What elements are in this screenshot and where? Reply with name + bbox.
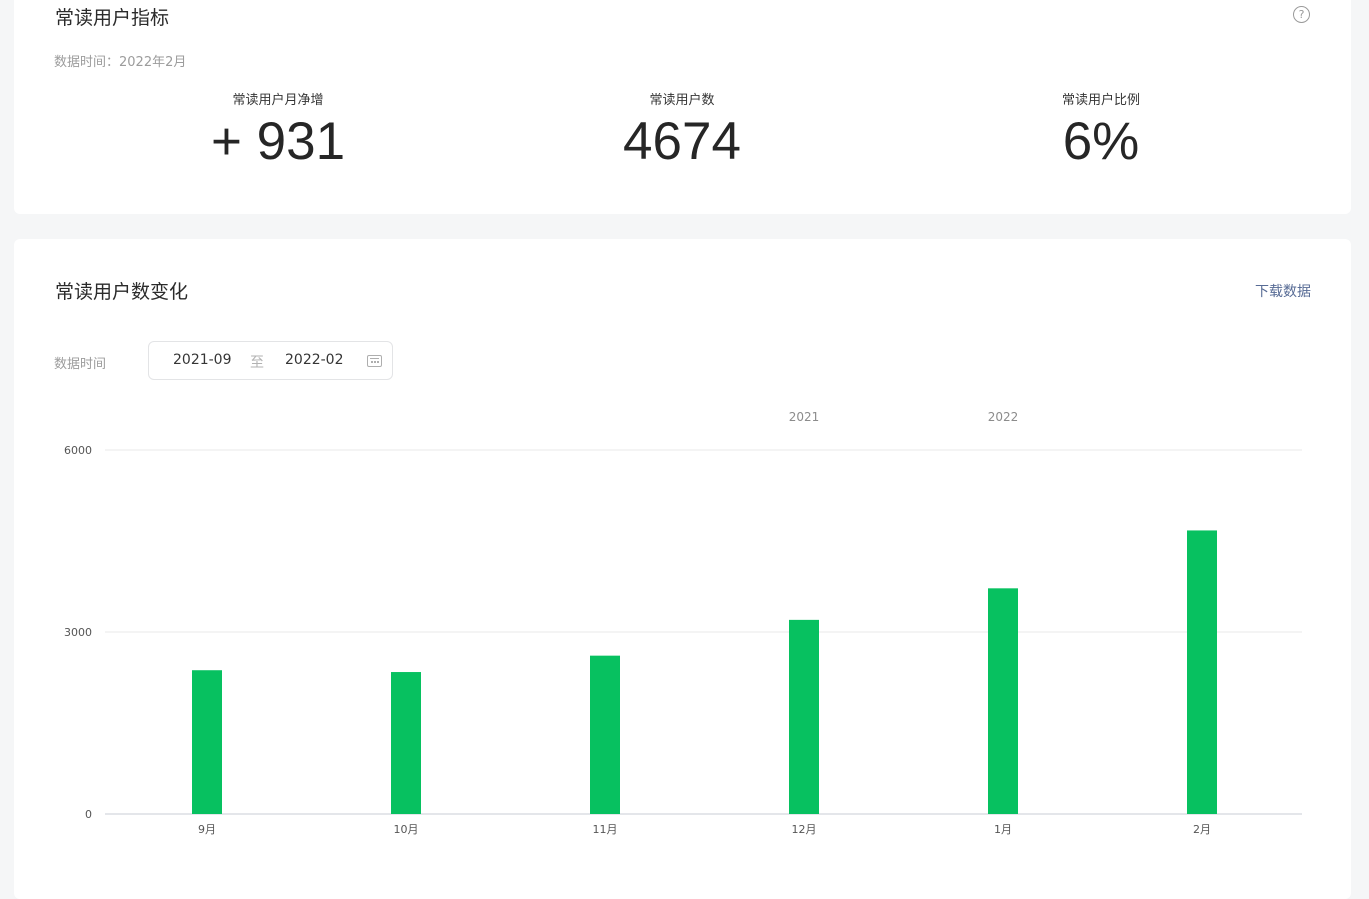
- calendar-icon[interactable]: [367, 355, 382, 367]
- date-filter-label: 数据时间: [54, 357, 107, 372]
- metric-label: 常读用户月净增: [232, 93, 324, 108]
- metrics-card-title: 常读用户指标: [55, 7, 170, 29]
- bar: [1187, 530, 1217, 814]
- date-separator: 至: [250, 355, 264, 371]
- bar: [789, 619, 819, 814]
- x-tick-label: 1月: [994, 823, 1012, 836]
- users-bar-chart: 0 3000 6000 9月 10月 11月 12月 1月 2月 2021 2022: [64, 410, 1302, 836]
- year-label: 2021: [789, 410, 820, 424]
- date-end-input[interactable]: 2022-02: [285, 352, 344, 368]
- metric-net-increase: 常读用户月净增 + 931: [128, 89, 428, 170]
- x-tick-label: 11月: [593, 823, 618, 836]
- metric-label: 常读用户比例: [1061, 93, 1140, 108]
- y-tick-label: 6000: [64, 444, 92, 457]
- question-circle-icon[interactable]: ?: [1293, 6, 1310, 23]
- metric-value: + 931: [210, 112, 346, 171]
- x-tick-label: 9月: [198, 823, 216, 836]
- y-tick-label: 3000: [64, 626, 92, 639]
- metric-total-users: 常读用户数 4674: [532, 89, 832, 170]
- bar: [590, 655, 620, 814]
- metric-ratio: 常读用户比例 6%: [951, 89, 1251, 170]
- trend-card: 常读用户数变化 下载数据 数据时间 2021-09 至 2022-02 0 300…: [14, 239, 1351, 899]
- y-tick-label: 0: [85, 808, 92, 821]
- metrics-data-time: 数据时间：2022年2月: [54, 55, 187, 70]
- metrics-card: 常读用户指标 ? 数据时间：2022年2月 常读用户月净增 + 931 常读用户…: [14, 0, 1351, 214]
- date-start-input[interactable]: 2021-09: [173, 352, 232, 368]
- bar: [988, 588, 1018, 814]
- metric-value: 4674: [623, 112, 741, 171]
- x-tick-label: 10月: [394, 823, 419, 836]
- bar: [192, 670, 222, 814]
- date-range-picker[interactable]: 2021-09 至 2022-02: [148, 341, 393, 380]
- download-data-link[interactable]: 下载数据: [1255, 284, 1311, 300]
- year-label: 2022: [988, 410, 1019, 424]
- bar: [391, 672, 421, 814]
- x-tick-label: 12月: [792, 823, 817, 836]
- metric-label: 常读用户数: [649, 93, 715, 108]
- metric-value: 6%: [1062, 112, 1140, 171]
- x-tick-label: 2月: [1193, 823, 1211, 836]
- trend-card-title: 常读用户数变化: [55, 281, 189, 303]
